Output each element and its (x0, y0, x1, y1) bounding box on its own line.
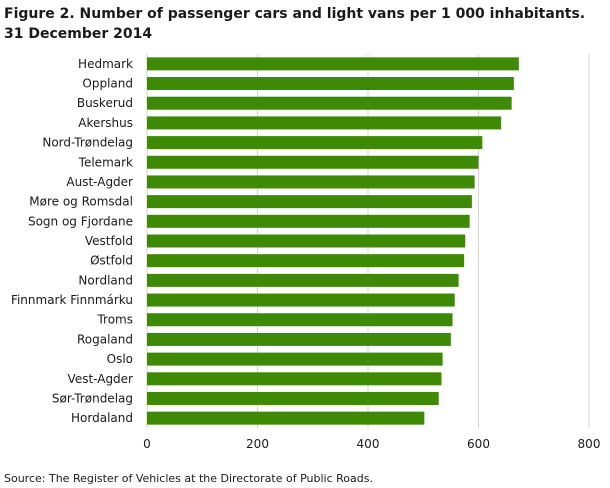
category-label: Sogn og Fjordane (28, 214, 133, 228)
category-labels: Hedmark Oppland Buskerud Akershus Nord-Trønd… (11, 57, 133, 425)
bar (147, 195, 472, 209)
category-label: Vest-Agder (68, 372, 134, 386)
x-tick-labels: 0 200 400 600 800 (143, 437, 600, 451)
bar (147, 214, 470, 228)
category-label: Hedmark (78, 57, 133, 71)
bar (147, 313, 453, 327)
bar (147, 254, 465, 268)
bar (147, 175, 475, 189)
category-label: Telemark (78, 155, 133, 169)
bar (147, 352, 443, 366)
bar (147, 411, 425, 425)
x-tick-label: 600 (467, 437, 490, 451)
bar (147, 234, 466, 248)
category-label: Oslo (107, 352, 133, 366)
bar (147, 57, 519, 71)
category-label: Oppland (82, 77, 133, 91)
bar (147, 136, 483, 150)
bars (147, 57, 519, 425)
category-label: Troms (96, 313, 133, 327)
category-label: Vestfold (85, 234, 133, 248)
category-label: Aust-Agder (66, 175, 133, 189)
x-tick-label: 800 (578, 437, 601, 451)
category-label: Nord-Trøndelag (42, 136, 133, 150)
chart-title: Figure 2. Number of passenger cars and l… (4, 6, 586, 42)
category-label: Møre og Romsdal (29, 195, 133, 209)
category-label: Rogaland (77, 332, 133, 346)
bar (147, 273, 459, 287)
bar (147, 116, 502, 130)
category-label: Østfold (90, 254, 133, 268)
category-label: Buskerud (77, 96, 133, 110)
bar (147, 96, 512, 110)
bar (147, 155, 479, 169)
bar (147, 293, 455, 307)
category-label: Akershus (78, 116, 133, 130)
category-label: Sør-Trøndelag (52, 391, 133, 405)
x-tick-label: 0 (143, 437, 151, 451)
x-tick-label: 200 (246, 437, 269, 451)
bar (147, 77, 514, 91)
category-label: Nordland (78, 273, 133, 287)
x-tick-label: 400 (357, 437, 380, 451)
bar (147, 372, 442, 386)
bar (147, 391, 439, 405)
category-label: Hordaland (71, 411, 133, 425)
bar (147, 332, 451, 346)
source-note: Source: The Register of Vehicles at the … (4, 472, 373, 485)
category-label: Finnmark Finnmárku (11, 293, 133, 307)
